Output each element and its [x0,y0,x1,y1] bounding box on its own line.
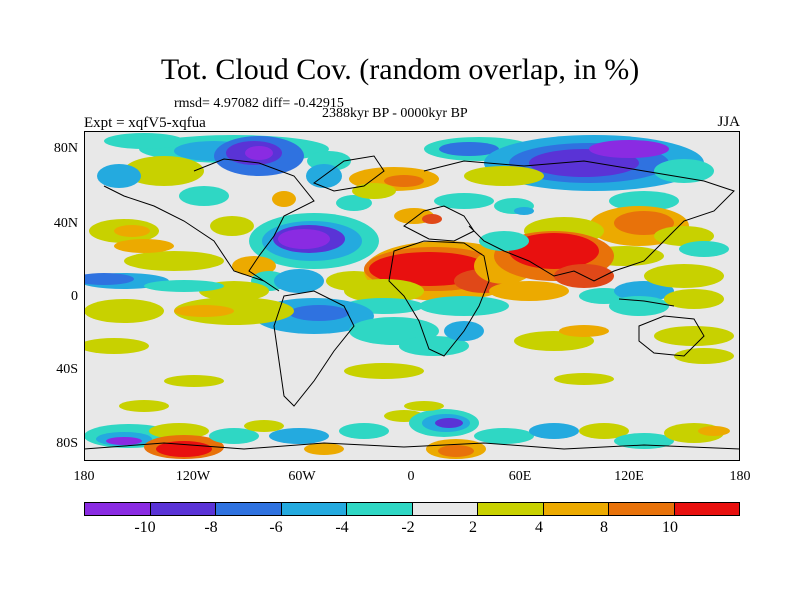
colorbar-label: -10 [134,519,156,536]
colorbar-segment [412,503,478,515]
colorbar-label: 10 [662,519,678,536]
colorbar-segment [543,503,609,515]
coastlines [84,155,740,450]
experiment-label: Expt = xqfV5-xqfua [84,115,206,131]
colorbar-label: -8 [204,519,218,536]
colorbar-segment [281,503,347,515]
y-tick-label: 40N [53,216,78,231]
x-tick-label: 120E [614,469,644,484]
colorbar-segment [150,503,216,515]
y-tick-label: 80N [53,141,78,156]
x-tick-label: 180 [729,469,751,484]
colorbar [84,502,740,516]
cloud-cover-map [84,131,740,461]
colorbar-label: -4 [335,519,349,536]
period-label: 2388kyr BP - 0000kyr BP [322,106,468,121]
southern-anomalies [84,297,734,387]
colorbar-segment [478,503,544,515]
x-tick-label: 0 [407,469,415,484]
antarctic-anomalies [84,400,730,459]
colorbar-label: -6 [269,519,283,536]
tropical-positive-band [344,231,724,316]
map-frame [84,131,740,461]
season-label: JJA [717,114,740,130]
y-tick-label: 80S [56,436,78,451]
colorbar-label: 2 [469,519,477,536]
colorbar-segment [347,503,413,515]
colorbar-label: 4 [535,519,543,536]
y-tick-label: 40S [56,362,78,377]
y-tick-label: 0 [71,289,78,304]
x-tick-label: 120W [175,469,211,484]
stats-label: rmsd= 4.97082 diff= -0.42915 [174,96,344,111]
colorbar-segment [216,503,282,515]
colorbar-segment [609,503,675,515]
colorbar-segment [85,503,151,515]
colorbar-label: -2 [401,519,415,536]
x-tick-label: 60E [508,469,532,484]
map-title: Tot. Cloud Cov. (random overlap, in %) [160,53,640,86]
x-tick-label: 60W [288,469,316,484]
colorbar-label: 8 [600,519,608,536]
x-tick-label: 180 [73,469,95,484]
colorbar-segment [674,503,739,515]
